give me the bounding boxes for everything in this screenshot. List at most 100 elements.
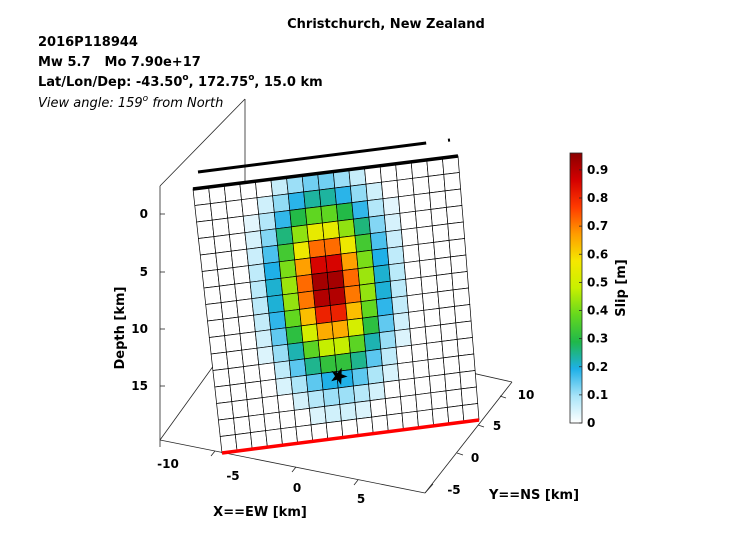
slip-cell [218,417,236,437]
slip-cell [452,287,471,307]
view-angle-prefix: View angle: 159 [38,96,143,111]
slip-cell [297,290,316,310]
slip-cell [304,356,322,376]
slip-cell [353,383,371,403]
view-angle-line: View angle: 159o from North [38,94,223,111]
slip-cell [334,352,353,372]
slip-cell [363,332,382,352]
slip-cell [226,349,244,369]
slip-cell [253,312,271,333]
slip-cell [367,198,385,218]
slip-cell [275,376,293,397]
slip-cell [210,351,229,371]
fault-surface-trace [197,138,451,174]
slip-cell [244,380,263,400]
slip-cell [280,276,299,296]
fault-top-edge [192,154,459,191]
slip-cell [225,199,244,219]
slip-cell [306,222,325,242]
slip-cell [201,269,220,289]
slip-cell [260,228,278,248]
slip-cell [271,343,290,364]
slip-cell [248,413,266,433]
slip-cell [411,342,429,363]
slip-cell [294,257,313,277]
x-tick-label: -5 [226,469,239,483]
slip-cell [429,374,447,394]
slip-cell [397,361,415,381]
slip-cell [302,340,321,360]
slip-cell [239,331,258,351]
slip-cell [438,306,457,326]
colorbar-tick-label: 0.6 [587,247,608,261]
seismic-moment: Mo 7.90e+17 [105,55,201,70]
slip-cell [266,294,285,314]
slip-cell [317,338,336,358]
colorbar-tick-label: 0.1 [587,388,608,402]
slip-cell [287,342,305,362]
colorbar-tick-label: 0.9 [587,163,608,177]
slip-cell [244,230,263,250]
slip-cell [339,235,357,255]
slip-cell [322,220,340,240]
slip-cell [381,363,400,383]
slip-cell [196,219,215,239]
slip-cell [436,273,454,293]
slip-cell [336,202,354,222]
slip-cell [441,339,459,359]
slip-cell [460,386,479,406]
axis-line-y [424,381,513,494]
slip-cell [385,229,404,249]
slip-cell [256,345,275,366]
slip-cell [455,320,473,340]
slip-cell [422,291,440,311]
slip-cell [278,259,297,279]
slip-cell [305,373,324,393]
slip-cell [224,333,243,353]
slip-cell [232,265,251,285]
colorbar-gradient [569,152,583,424]
slip-cell [258,211,277,232]
colorbar: 0 0.1 0.2 0.3 0.4 0.5 0.6 0.7 0.8 0.9 Slip [m] [569,152,629,430]
z-axis-label: Depth [km] [113,287,128,370]
slip-cell [331,319,350,339]
slip-cell [249,279,268,300]
slip-cell [357,266,376,286]
slip-cell [272,193,291,213]
slip-cell [304,206,323,226]
colorbar-tick-label: 0 [587,416,595,430]
slip-cell [314,305,333,325]
slip-cell [368,214,387,234]
slip-cell [260,378,278,399]
slip-cell [290,375,309,395]
z-tick-label: 5 [140,265,148,279]
slip-cell [395,344,414,365]
slip-cell [292,241,311,261]
slip-cell [409,326,427,346]
slip-cell [289,208,308,228]
slip-cell [300,323,319,343]
hypocenter-star [331,367,348,385]
slip-cell [270,327,288,347]
slip-cell [199,252,218,272]
slip-cell [419,258,437,278]
slip-cell [368,381,386,401]
slip-cell [343,284,362,304]
slip-cell [210,201,229,221]
slip-cell [277,243,296,263]
slip-cell [420,275,439,295]
slip-cell [248,263,266,283]
y-axis-label: Y==NS [km] [488,488,579,503]
slip-cell [412,176,430,196]
slip-cell [291,224,309,244]
slip-cell [212,368,231,388]
slip-cell [370,231,388,251]
slip-cell [243,364,261,384]
degree-mark-lat: o [182,73,188,83]
slip-cell [383,379,401,399]
slip-cell [356,249,374,269]
slip-cell [216,401,234,421]
y-tick-label: 0 [471,451,479,465]
slip-cell [450,254,468,274]
slip-cell [233,415,251,435]
